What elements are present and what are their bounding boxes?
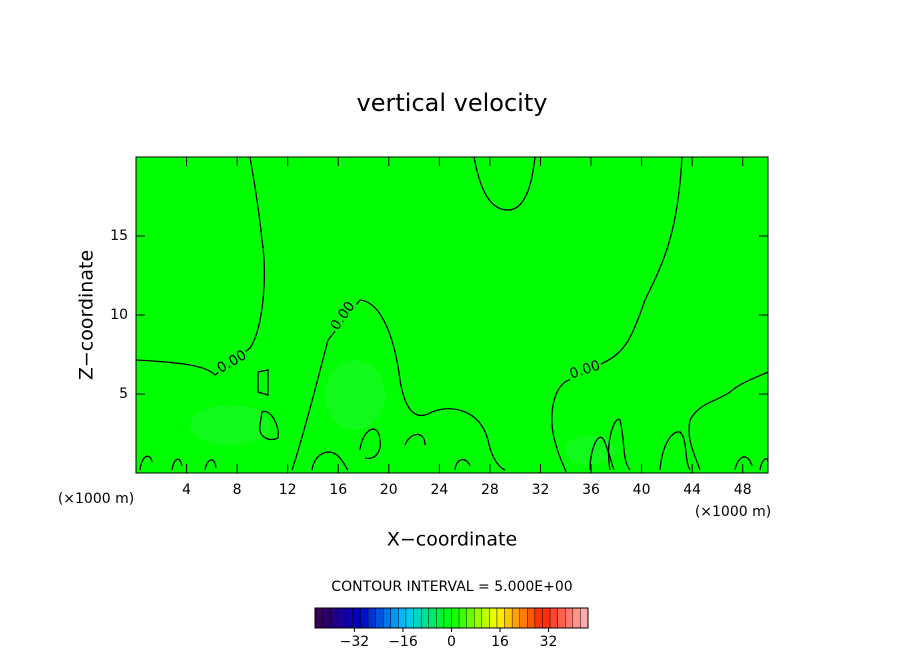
- colorbar-cell: [542, 607, 551, 629]
- colorbar-cell: [519, 607, 528, 629]
- colorbar-cell: [329, 607, 338, 629]
- colorbar-cell: [322, 607, 331, 629]
- colorbar-cell: [428, 607, 437, 629]
- x-tick-label: 32: [532, 482, 550, 498]
- contour-line: [551, 156, 683, 473]
- x-tick-label: 16: [329, 482, 347, 498]
- chart-title: vertical velocity: [357, 89, 548, 117]
- y-tick-label: 10: [110, 307, 128, 323]
- colorbar-tick-label: −32: [340, 634, 370, 650]
- contour-line: [204, 459, 217, 471]
- contour-line: [589, 436, 615, 471]
- x-tick-label: 36: [582, 482, 600, 498]
- contour-label-bg: [213, 346, 251, 378]
- colorbar: −32 −16 0 16 32: [314, 607, 589, 650]
- contour-line: [171, 458, 183, 471]
- contour-line: [359, 428, 381, 460]
- colorbar-cell: [337, 607, 346, 629]
- colorbar-cell: [443, 607, 452, 629]
- colorbar-cell: [565, 607, 574, 629]
- x-tick-label: 8: [233, 482, 242, 498]
- y-tick-label: 15: [110, 228, 128, 244]
- colorbar-cell: [413, 607, 422, 629]
- colorbar-cell: [398, 607, 407, 629]
- colorbar-cell: [458, 607, 467, 629]
- contour-line: [454, 459, 471, 471]
- x-tick-label: 48: [734, 482, 752, 498]
- x-unit-label: (×1000 m): [58, 491, 134, 507]
- contour-line: [404, 433, 426, 446]
- x-tick-label: 12: [279, 482, 297, 498]
- colorbar-cell: [557, 607, 566, 629]
- contour-line: [734, 456, 753, 471]
- contour-line: [139, 455, 153, 471]
- colorbar-tick-label: −16: [388, 634, 418, 650]
- plot-area: 0.000.000.00: [135, 156, 769, 473]
- colorbar-tick-label: 0: [447, 634, 456, 650]
- contour-interval: CONTOUR INTERVAL = 5.000E+00: [331, 579, 572, 595]
- colorbar-cell: [527, 607, 536, 629]
- x-tick-label: 20: [380, 482, 398, 498]
- colorbar-cell: [481, 607, 490, 629]
- colorbar-cell: [451, 607, 460, 629]
- colorbar-tick-label: 16: [491, 634, 509, 650]
- contour-line: [257, 369, 269, 396]
- colorbar-cell: [314, 607, 323, 629]
- x-tick-label: 44: [683, 482, 701, 498]
- contour-label-bg: [326, 297, 360, 335]
- colorbar-cell: [436, 607, 445, 629]
- field-patch: [565, 435, 615, 465]
- contour-line: [135, 156, 266, 376]
- contour-line: [608, 418, 631, 471]
- x-tick-label: 28: [481, 482, 499, 498]
- colorbar-cell: [504, 607, 513, 629]
- colorbar-cell: [549, 607, 558, 629]
- x-unit-label: (×1000 m): [695, 504, 771, 520]
- colorbar-tick-label: 32: [540, 634, 558, 650]
- contour-line: [659, 431, 691, 471]
- colorbar-cell: [572, 607, 581, 629]
- colorbar-cell: [534, 607, 543, 629]
- colorbar-cell: [420, 607, 429, 629]
- field-patch: [190, 405, 270, 445]
- colorbar-cell: [345, 607, 354, 629]
- colorbar-cell: [352, 607, 361, 629]
- y-tick-label: 5: [119, 386, 128, 402]
- x-tick-label: 4: [182, 482, 191, 498]
- colorbar-cell: [375, 607, 384, 629]
- x-tick-label: 24: [430, 482, 448, 498]
- colorbar-cell: [489, 607, 498, 629]
- colorbar-cell: [496, 607, 505, 629]
- colorbar-cell: [360, 607, 369, 629]
- contour-line: [688, 371, 769, 471]
- contour-line: [291, 299, 506, 471]
- colorbar-cell: [367, 607, 376, 629]
- colorbar-cell: [511, 607, 520, 629]
- colorbar-cell: [474, 607, 483, 629]
- colorbar-cell: [405, 607, 414, 629]
- field: [136, 157, 768, 473]
- field-patch: [325, 360, 385, 430]
- colorbar-cell: [383, 607, 392, 629]
- colorbar-cell: [466, 607, 475, 629]
- contour-line: [311, 451, 349, 471]
- x-axis-label: X−coordinate: [387, 529, 517, 551]
- contour-line: [473, 156, 536, 211]
- x-tick-label: 40: [633, 482, 651, 498]
- y-axis-label: Z−coordinate: [76, 250, 98, 380]
- colorbar-cell: [580, 607, 589, 629]
- colorbar-cell: [390, 607, 399, 629]
- contour-label-bg: [566, 357, 604, 383]
- contour-line: [259, 410, 279, 441]
